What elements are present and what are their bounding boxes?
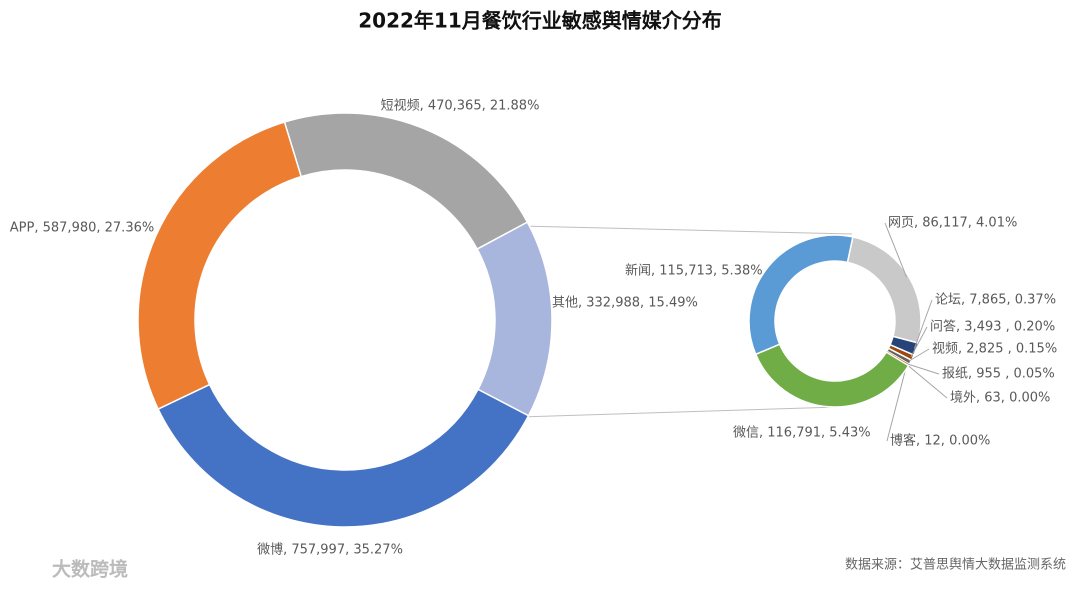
leader-line (910, 326, 928, 358)
data-label: 博客, 12, 0.00% (890, 433, 990, 449)
watermark: 大数跨境 (52, 558, 128, 581)
leader-line (913, 299, 933, 349)
data-label: 微信, 116,791, 5.43% (733, 426, 871, 441)
donut-slice (283, 112, 529, 251)
leader-line (907, 363, 940, 375)
data-label: 新闻, 115,713, 5.38% (625, 263, 763, 279)
data-label: 网页, 86,117, 4.01% (888, 216, 1017, 231)
source: 数据来源：艾普思舆情大数据监测系统 (845, 558, 1066, 573)
donut-slice (754, 343, 910, 408)
data-label: 微博, 757,997, 35.27% (257, 543, 403, 558)
chart-title: 2022年11月餐饮行业敏感舆情媒介分布 (358, 9, 722, 33)
data-label: 短视频, 470,365, 21.88% (381, 99, 540, 114)
data-label: 其他, 332,988, 15.49% (552, 296, 698, 311)
donut-slice (137, 121, 303, 411)
leader-line (886, 364, 908, 442)
donut-slice (157, 383, 530, 528)
connector (519, 225, 853, 235)
data-label: APP, 587,980, 27.36% (10, 221, 154, 236)
leader-line (908, 348, 930, 362)
leader-line (906, 364, 948, 399)
data-label: 问答, 3,493 , 0.20% (930, 319, 1055, 335)
leader-line (884, 222, 908, 278)
donut-slice (846, 235, 922, 344)
donut-slice (748, 234, 854, 356)
donut-slice (476, 221, 553, 417)
data-label: 境外, 63, 0.00% (950, 391, 1050, 406)
data-label: 视频, 2,825 , 0.15% (932, 342, 1057, 357)
connector (519, 406, 839, 418)
data-label: 报纸, 955 , 0.05% (942, 367, 1055, 382)
data-label: 论坛, 7,865, 0.37% (935, 293, 1056, 308)
